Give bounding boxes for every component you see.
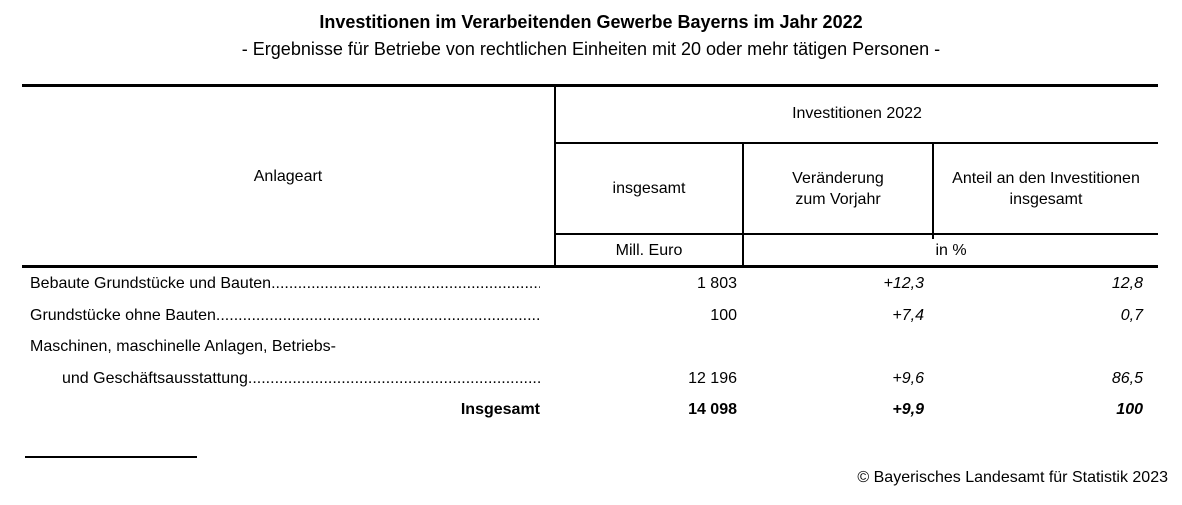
header-cell-anteil: Anteil an den Investitionen insgesamt bbox=[934, 144, 1158, 233]
value-anteil: 12,8 bbox=[1111, 275, 1143, 292]
table-row: Grundstücke ohne Bauten.................… bbox=[30, 300, 1143, 332]
footnote-rule bbox=[25, 456, 197, 458]
header-label-investitionen-2022: Investitionen 2022 bbox=[792, 104, 922, 122]
value-anteil: 100 bbox=[1116, 401, 1143, 418]
table-row: Insgesamt 14 098 +9,9 100 bbox=[30, 394, 1143, 426]
table-top-border bbox=[22, 84, 1158, 87]
value-veraenderung: +9,9 bbox=[892, 401, 924, 418]
table-row: und Geschäftsausstattung................… bbox=[30, 363, 1143, 395]
vertical-divider-insgesamt bbox=[742, 142, 744, 268]
value-veraenderung: +12,3 bbox=[883, 275, 924, 292]
unit-label-percent: in % bbox=[935, 241, 967, 259]
unit-label-mill-euro: Mill. Euro bbox=[615, 241, 683, 259]
header-label-anlageart: Anlageart bbox=[253, 167, 323, 185]
header-label-veraenderung: Veränderung zum Vorjahr bbox=[792, 169, 884, 208]
vertical-divider-veraenderung bbox=[932, 142, 934, 239]
header-label-anteil: Anteil an den Investitionen insgesamt bbox=[952, 169, 1140, 208]
table-row: Bebaute Grundstücke und Bauten..........… bbox=[30, 268, 1143, 300]
header-cell-anlageart: Anlageart bbox=[22, 87, 554, 265]
header-separator-line-2 bbox=[555, 233, 1158, 235]
row-label: Bebaute Grundstücke und Bauten..........… bbox=[30, 275, 540, 292]
row-label: Insgesamt bbox=[460, 401, 540, 418]
page-subtitle: - Ergebnisse für Betriebe von rechtliche… bbox=[241, 39, 941, 59]
value-insgesamt: 12 196 bbox=[688, 369, 737, 387]
value-insgesamt bbox=[540, 331, 737, 363]
header-separator-line-1 bbox=[555, 142, 1158, 144]
value-insgesamt: 14 098 bbox=[688, 401, 737, 418]
value-veraenderung bbox=[737, 331, 924, 363]
value-veraenderung: +7,4 bbox=[892, 306, 924, 324]
table-row: Maschinen, maschinelle Anlagen, Betriebs… bbox=[30, 331, 1143, 363]
header-bottom-border bbox=[22, 265, 1158, 268]
header-cell-insgesamt: insgesamt bbox=[556, 144, 742, 233]
page-title: Investitionen im Verarbeitenden Gewerbe … bbox=[319, 12, 863, 32]
copyright-notice: © Bayerisches Landesamt für Statistik 20… bbox=[857, 469, 1168, 486]
value-anteil bbox=[924, 331, 1143, 363]
table-body: Bebaute Grundstücke und Bauten..........… bbox=[30, 268, 1143, 426]
row-label: Grundstücke ohne Bauten.................… bbox=[30, 306, 540, 324]
unit-cell-mill-euro: Mill. Euro bbox=[556, 235, 742, 265]
header-cell-veraenderung: Veränderung zum Vorjahr bbox=[744, 144, 932, 233]
row-label: und Geschäftsausstattung................… bbox=[62, 369, 540, 387]
unit-cell-percent: in % bbox=[744, 235, 1158, 265]
value-veraenderung: +9,6 bbox=[892, 369, 924, 387]
value-anteil: 86,5 bbox=[1111, 369, 1143, 387]
value-insgesamt: 100 bbox=[710, 306, 737, 324]
value-anteil: 0,7 bbox=[1120, 306, 1143, 324]
header-label-insgesamt: insgesamt bbox=[612, 180, 686, 197]
row-label: Maschinen, maschinelle Anlagen, Betriebs… bbox=[30, 338, 336, 355]
value-insgesamt: 1 803 bbox=[696, 275, 737, 292]
vertical-divider-anlageart bbox=[554, 84, 556, 268]
header-cell-group: Investitionen 2022 bbox=[556, 84, 1158, 142]
